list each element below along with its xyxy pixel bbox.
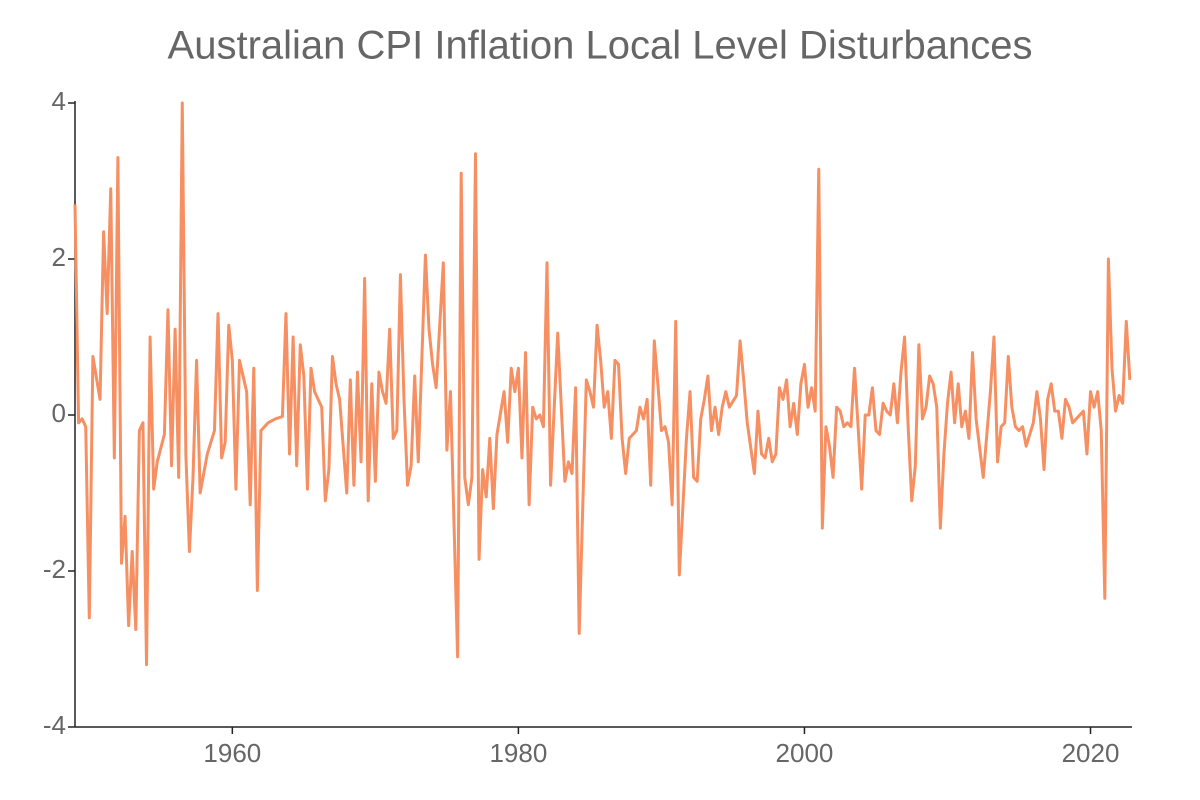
x-tick-label: 2000 <box>776 738 834 768</box>
y-tick-label: -4 <box>43 710 66 740</box>
x-tick-label: 1980 <box>489 738 547 768</box>
data-line <box>73 101 1132 667</box>
x-tick-label: 1960 <box>203 738 261 768</box>
y-tick-label: 0 <box>52 398 66 428</box>
plot-area: -4 -2 0 2 4 1960 1980 2000 2020 <box>43 86 1132 768</box>
y-tick-label: 2 <box>52 242 66 272</box>
y-tick-label: 4 <box>52 86 66 116</box>
chart-title: Australian CPI Inflation Local Level Dis… <box>168 24 1033 68</box>
x-tick-label: 2020 <box>1062 738 1120 768</box>
y-tick-label: -2 <box>43 554 66 584</box>
